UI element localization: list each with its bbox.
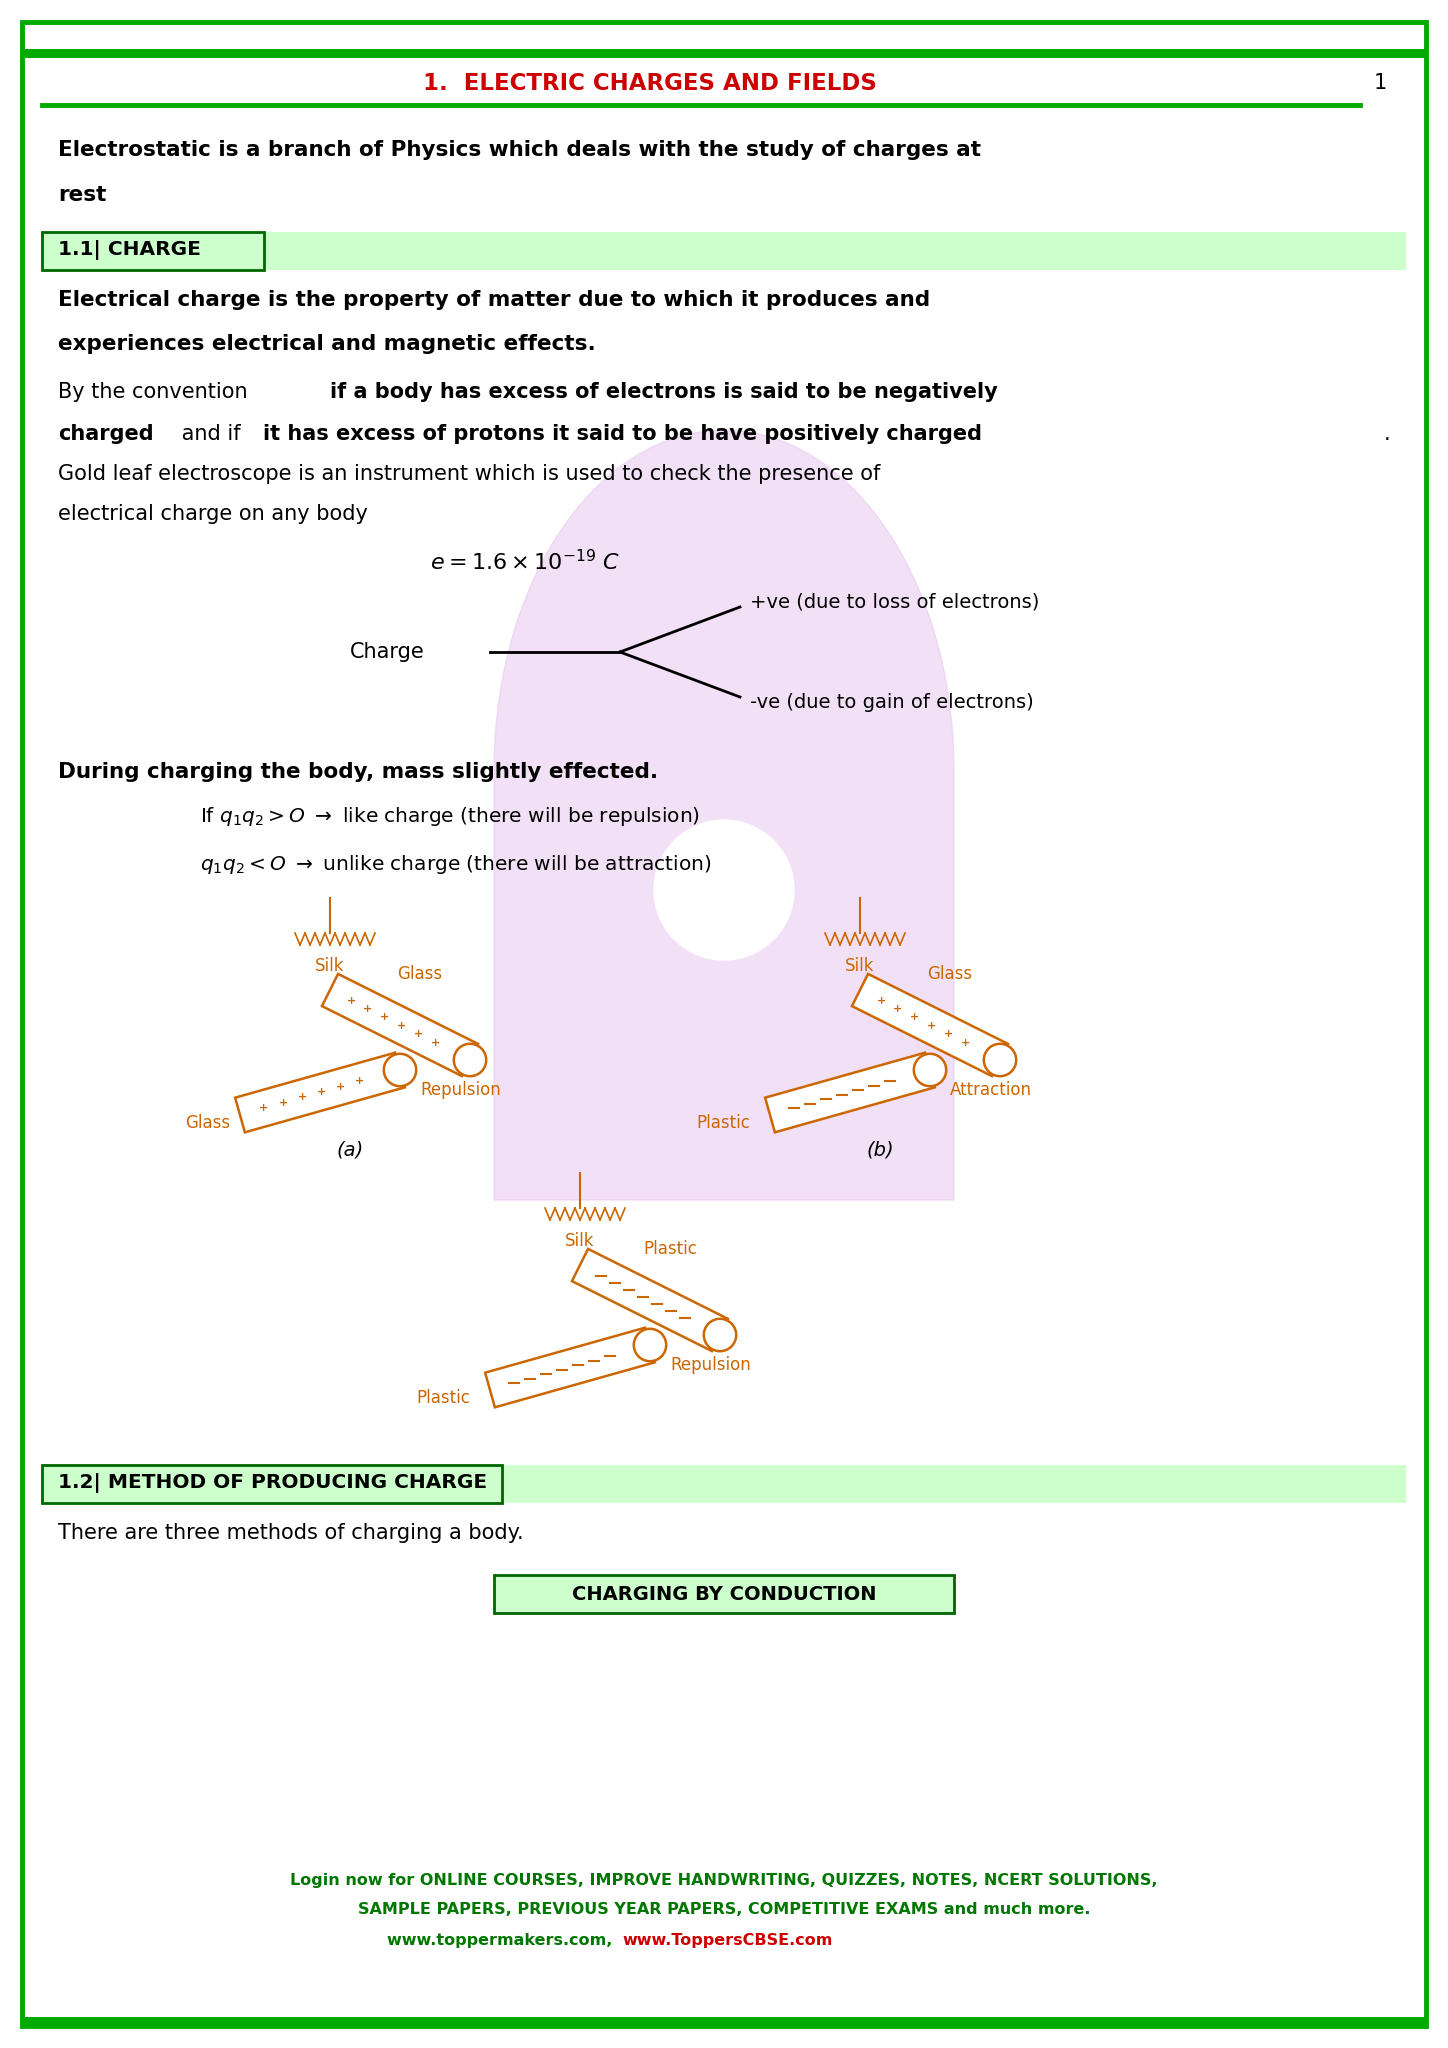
- Text: During charging the body, mass slightly effected.: During charging the body, mass slightly …: [58, 762, 659, 782]
- Polygon shape: [321, 975, 478, 1075]
- Text: +: +: [414, 1028, 423, 1038]
- Text: +: +: [397, 1020, 405, 1030]
- Text: +ve (due to loss of electrons): +ve (due to loss of electrons): [750, 592, 1040, 612]
- Text: +: +: [944, 1028, 953, 1038]
- Text: +: +: [278, 1098, 288, 1108]
- Text: www.ToppersCBSE.com: www.ToppersCBSE.com: [623, 1933, 833, 1948]
- Circle shape: [384, 1055, 416, 1085]
- Polygon shape: [851, 975, 1008, 1075]
- Text: (b): (b): [866, 1141, 893, 1159]
- Text: and if: and if: [175, 424, 248, 444]
- Polygon shape: [494, 430, 954, 1200]
- Text: 1.1| CHARGE: 1.1| CHARGE: [58, 240, 201, 260]
- Text: -ve (due to gain of electrons): -ve (due to gain of electrons): [750, 692, 1034, 711]
- Text: +: +: [430, 1038, 440, 1047]
- Text: Attraction: Attraction: [950, 1081, 1032, 1100]
- Text: if a body has excess of electrons is said to be negatively: if a body has excess of electrons is sai…: [330, 383, 998, 401]
- Text: +: +: [363, 1004, 372, 1014]
- Text: Plastic: Plastic: [696, 1114, 750, 1133]
- Text: There are three methods of charging a body.: There are three methods of charging a bo…: [58, 1524, 524, 1542]
- Text: +: +: [346, 995, 356, 1006]
- Text: Glass: Glass: [185, 1114, 230, 1133]
- Text: Silk: Silk: [846, 956, 875, 975]
- Text: Electrostatic is a branch of Physics which deals with the study of charges at: Electrostatic is a branch of Physics whi…: [58, 139, 980, 160]
- Bar: [42, 1464, 1406, 1503]
- Text: Silk: Silk: [565, 1233, 595, 1249]
- Text: +: +: [298, 1092, 307, 1102]
- Text: 1.2| METHOD OF PRODUCING CHARGE: 1.2| METHOD OF PRODUCING CHARGE: [58, 1473, 487, 1493]
- Text: Glass: Glass: [397, 965, 443, 983]
- Bar: [22, 2017, 1426, 2025]
- Text: Plastic: Plastic: [416, 1389, 471, 1407]
- Text: Charge: Charge: [350, 641, 424, 662]
- Text: Electrical charge is the property of matter due to which it produces and: Electrical charge is the property of mat…: [58, 291, 930, 309]
- Circle shape: [983, 1044, 1016, 1075]
- Text: it has excess of protons it said to be have positively charged: it has excess of protons it said to be h…: [264, 424, 982, 444]
- Text: Glass: Glass: [927, 965, 973, 983]
- Circle shape: [453, 1044, 487, 1075]
- Text: +: +: [909, 1012, 919, 1022]
- Text: +: +: [259, 1104, 269, 1114]
- Text: Gold leaf electroscope is an instrument which is used to check the presence of: Gold leaf electroscope is an instrument …: [58, 465, 880, 483]
- Text: www.toppermakers.com,: www.toppermakers.com,: [387, 1933, 618, 1948]
- Text: If $q_1q_2 > O\ \rightarrow$ like charge (there will be repulsion): If $q_1q_2 > O\ \rightarrow$ like charge…: [200, 805, 699, 829]
- Polygon shape: [572, 1249, 728, 1352]
- Text: rest: rest: [58, 184, 106, 205]
- Text: SAMPLE PAPERS, PREVIOUS YEAR PAPERS, COMPETITIVE EXAMS and much more.: SAMPLE PAPERS, PREVIOUS YEAR PAPERS, COM…: [358, 1903, 1090, 1917]
- Text: Silk: Silk: [316, 956, 345, 975]
- Bar: [494, 1575, 954, 1614]
- Text: +: +: [960, 1038, 970, 1047]
- Text: $q_1q_2 < O\ \rightarrow$ unlike charge (there will be attraction): $q_1q_2 < O\ \rightarrow$ unlike charge …: [200, 854, 711, 877]
- Text: +: +: [355, 1077, 365, 1085]
- Polygon shape: [235, 1053, 405, 1133]
- Bar: [42, 1464, 502, 1503]
- Circle shape: [914, 1055, 946, 1085]
- Text: Repulsion: Repulsion: [420, 1081, 501, 1100]
- Text: By the convention: By the convention: [58, 383, 255, 401]
- Bar: [42, 231, 264, 270]
- Text: 1.  ELECTRIC CHARGES AND FIELDS: 1. ELECTRIC CHARGES AND FIELDS: [423, 72, 877, 94]
- Text: +: +: [893, 1004, 902, 1014]
- Text: Repulsion: Repulsion: [670, 1356, 750, 1374]
- Text: 1: 1: [1373, 74, 1387, 92]
- Text: +: +: [927, 1020, 935, 1030]
- Text: electrical charge on any body: electrical charge on any body: [58, 504, 368, 524]
- Text: +: +: [336, 1081, 346, 1092]
- Polygon shape: [485, 1327, 654, 1407]
- Text: $e = 1.6 \times 10^{-19}\ C$: $e = 1.6 \times 10^{-19}\ C$: [430, 549, 620, 575]
- Polygon shape: [765, 1053, 935, 1133]
- Text: +: +: [379, 1012, 390, 1022]
- Circle shape: [654, 819, 794, 961]
- Text: +: +: [317, 1087, 326, 1098]
- Text: .: .: [1384, 424, 1390, 444]
- Bar: [22, 49, 1426, 57]
- Text: charged: charged: [58, 424, 153, 444]
- Circle shape: [704, 1319, 736, 1352]
- Text: Plastic: Plastic: [643, 1239, 696, 1257]
- Text: Login now for ONLINE COURSES, IMPROVE HANDWRITING, QUIZZES, NOTES, NCERT SOLUTIO: Login now for ONLINE COURSES, IMPROVE HA…: [290, 1872, 1158, 1888]
- Text: +: +: [876, 995, 886, 1006]
- Circle shape: [634, 1329, 666, 1362]
- Text: experiences electrical and magnetic effects.: experiences electrical and magnetic effe…: [58, 334, 595, 354]
- Text: CHARGING BY CONDUCTION: CHARGING BY CONDUCTION: [572, 1585, 876, 1604]
- Text: (a): (a): [336, 1141, 363, 1159]
- Bar: [42, 231, 1406, 270]
